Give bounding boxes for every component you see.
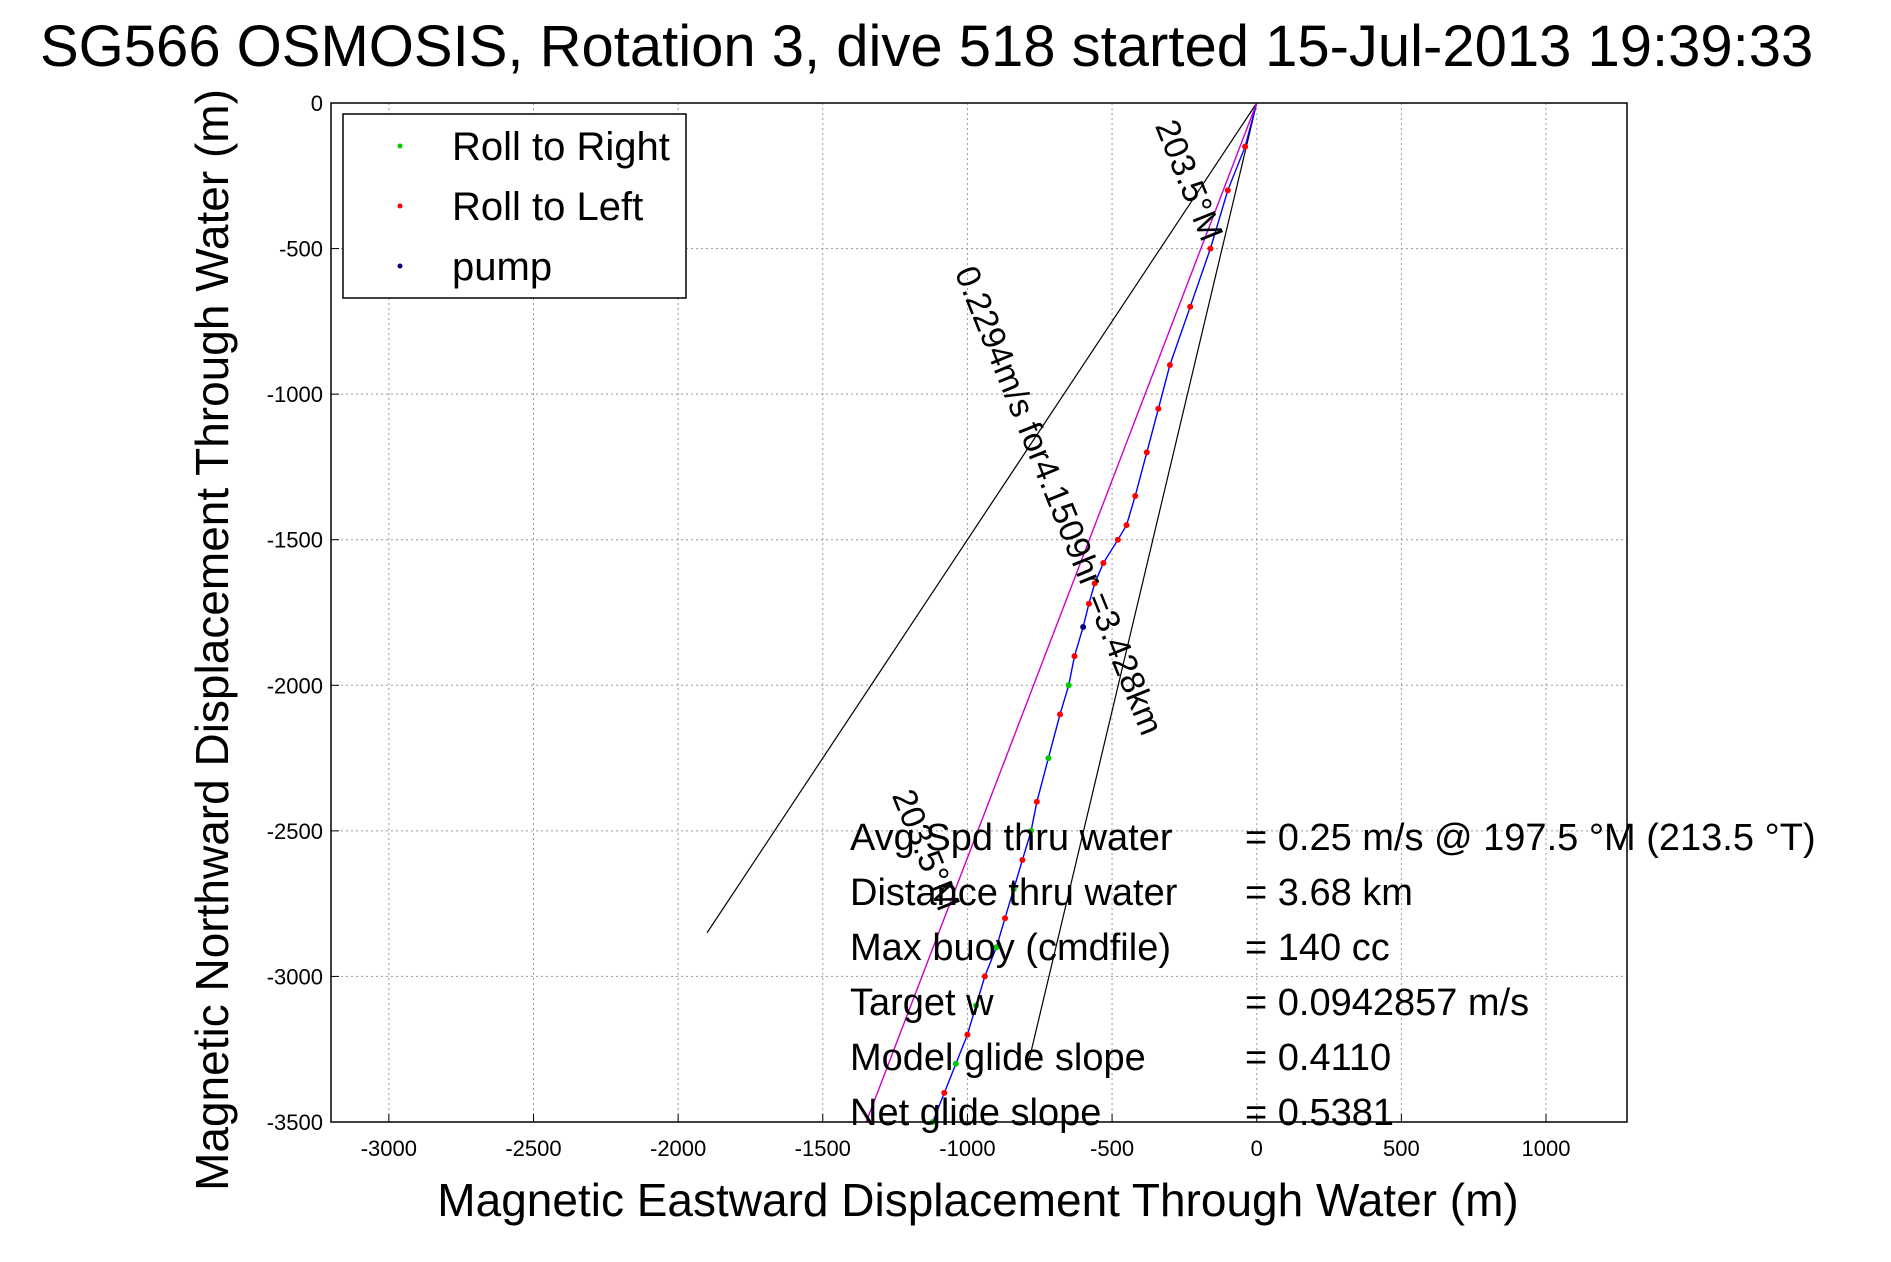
roll-left-marker bbox=[941, 1089, 948, 1096]
x-tick-label: -1000 bbox=[939, 1136, 995, 1161]
y-tick-label: -1000 bbox=[267, 382, 323, 407]
y-tick-label: -3000 bbox=[267, 964, 323, 989]
x-tick-label: -500 bbox=[1090, 1136, 1134, 1161]
roll-left-marker bbox=[1091, 580, 1098, 587]
plot-frame bbox=[330, 102, 1628, 1123]
roll-left-marker bbox=[1207, 245, 1214, 252]
y-tick-label: -2500 bbox=[267, 819, 323, 844]
legend-label: Roll to Left bbox=[452, 185, 643, 229]
reference-lines bbox=[706, 102, 1258, 1064]
roll-left-marker bbox=[1132, 493, 1139, 500]
legend-marker bbox=[397, 203, 403, 209]
roll-right-marker bbox=[1065, 682, 1072, 689]
roll-left-marker bbox=[1242, 143, 1249, 150]
roll-left-marker bbox=[1224, 187, 1231, 194]
roll-right-marker bbox=[1028, 827, 1035, 834]
roll-left-marker bbox=[1033, 798, 1040, 805]
reference-line bbox=[706, 102, 1258, 934]
roll-left-marker bbox=[1123, 522, 1130, 529]
legend-label: Roll to Right bbox=[452, 125, 670, 169]
roll-left-marker bbox=[964, 1031, 971, 1038]
x-tick-label: -2000 bbox=[650, 1136, 706, 1161]
roll-left-marker bbox=[1085, 600, 1092, 607]
stat-value: = 0.0942857 m/s bbox=[1245, 982, 1529, 1024]
legend: Roll to Right Roll to Left pump bbox=[342, 113, 687, 299]
x-tick-label: 500 bbox=[1383, 1136, 1420, 1161]
roll-left-marker bbox=[1071, 653, 1078, 660]
series-line bbox=[865, 102, 1258, 1123]
roll-left-marker bbox=[1002, 915, 1009, 922]
legend-marker bbox=[397, 143, 403, 149]
y-axis-label: Magnetic Northward Displacement Through … bbox=[186, 89, 238, 1191]
y-tick-label: -1500 bbox=[267, 528, 323, 553]
y-tick-label: -2000 bbox=[267, 673, 323, 698]
roll-left-marker bbox=[1100, 560, 1107, 567]
roll-right-marker bbox=[952, 1060, 959, 1067]
roll-right-marker bbox=[1010, 886, 1017, 893]
stat-value: = 0.25 m/s @ 197.5 °M (213.5 °T) bbox=[1245, 817, 1816, 859]
roll-right-marker bbox=[993, 944, 1000, 951]
x-tick-label: -1500 bbox=[795, 1136, 851, 1161]
x-tick-label: -2500 bbox=[505, 1136, 561, 1161]
legend-label: pump bbox=[452, 245, 552, 289]
stat-value: = 0.5381 bbox=[1245, 1092, 1394, 1134]
stat-label: Distance thru water bbox=[850, 872, 1178, 914]
roll-left-marker bbox=[1019, 856, 1026, 863]
pump-marker bbox=[1080, 624, 1087, 631]
x-tick-label: 0 bbox=[1251, 1136, 1263, 1161]
stat-label: Net glide slope bbox=[850, 1092, 1101, 1134]
stat-value: = 140 cc bbox=[1245, 927, 1390, 969]
roll-left-marker bbox=[1143, 449, 1150, 456]
stat-label: Model glide slope bbox=[850, 1037, 1146, 1079]
dive-statistics: Avg Spd thru water = 0.25 m/s @ 197.5 °M … bbox=[850, 817, 1816, 1134]
stat-label: Max buoy (cmdfile) bbox=[850, 927, 1171, 969]
reference-line bbox=[1027, 102, 1258, 1064]
x-tick-label: 1000 bbox=[1522, 1136, 1571, 1161]
roll-right-marker bbox=[973, 1002, 980, 1009]
stat-label: Target w bbox=[850, 982, 994, 1024]
data-markers bbox=[929, 143, 1249, 1125]
x-axis-ticks: -3000 -2500 -2000 -1500 -1000 -500 0 500 1000 bbox=[361, 1114, 1571, 1161]
stat-value: = 0.4110 bbox=[1245, 1037, 1391, 1079]
roll-left-marker bbox=[1166, 362, 1173, 369]
y-axis-ticks: 0 -500 -1000 -1500 -2000 -2500 -3000 -3500 bbox=[267, 91, 339, 1135]
chart-title: SG566 OSMOSIS, Rotation 3, dive 518 star… bbox=[40, 14, 1813, 79]
y-tick-label: 0 bbox=[311, 91, 323, 116]
y-tick-label: -500 bbox=[279, 237, 323, 262]
roll-left-marker bbox=[1187, 303, 1194, 310]
roll-left-marker bbox=[1114, 536, 1121, 543]
y-tick-label: -3500 bbox=[267, 1110, 323, 1135]
stat-value: = 3.68 km bbox=[1245, 872, 1413, 914]
stat-label: Avg Spd thru water bbox=[850, 817, 1173, 859]
roll-left-marker bbox=[981, 973, 988, 980]
roll-left-marker bbox=[1057, 711, 1063, 718]
roll-right-marker bbox=[1045, 755, 1052, 762]
roll-left-marker bbox=[1155, 405, 1162, 412]
legend-marker bbox=[397, 263, 403, 269]
x-tick-label: -3000 bbox=[361, 1136, 417, 1161]
x-axis-label: Magnetic Eastward Displacement Through W… bbox=[437, 1174, 1518, 1226]
